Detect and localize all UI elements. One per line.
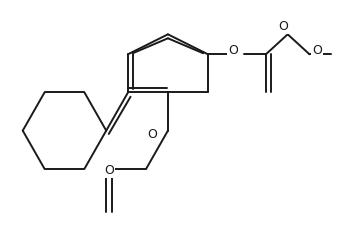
Text: O: O [147, 128, 157, 141]
Text: O: O [278, 20, 288, 33]
Text: O: O [312, 44, 322, 57]
Text: O: O [104, 164, 114, 177]
Text: O: O [228, 44, 238, 57]
